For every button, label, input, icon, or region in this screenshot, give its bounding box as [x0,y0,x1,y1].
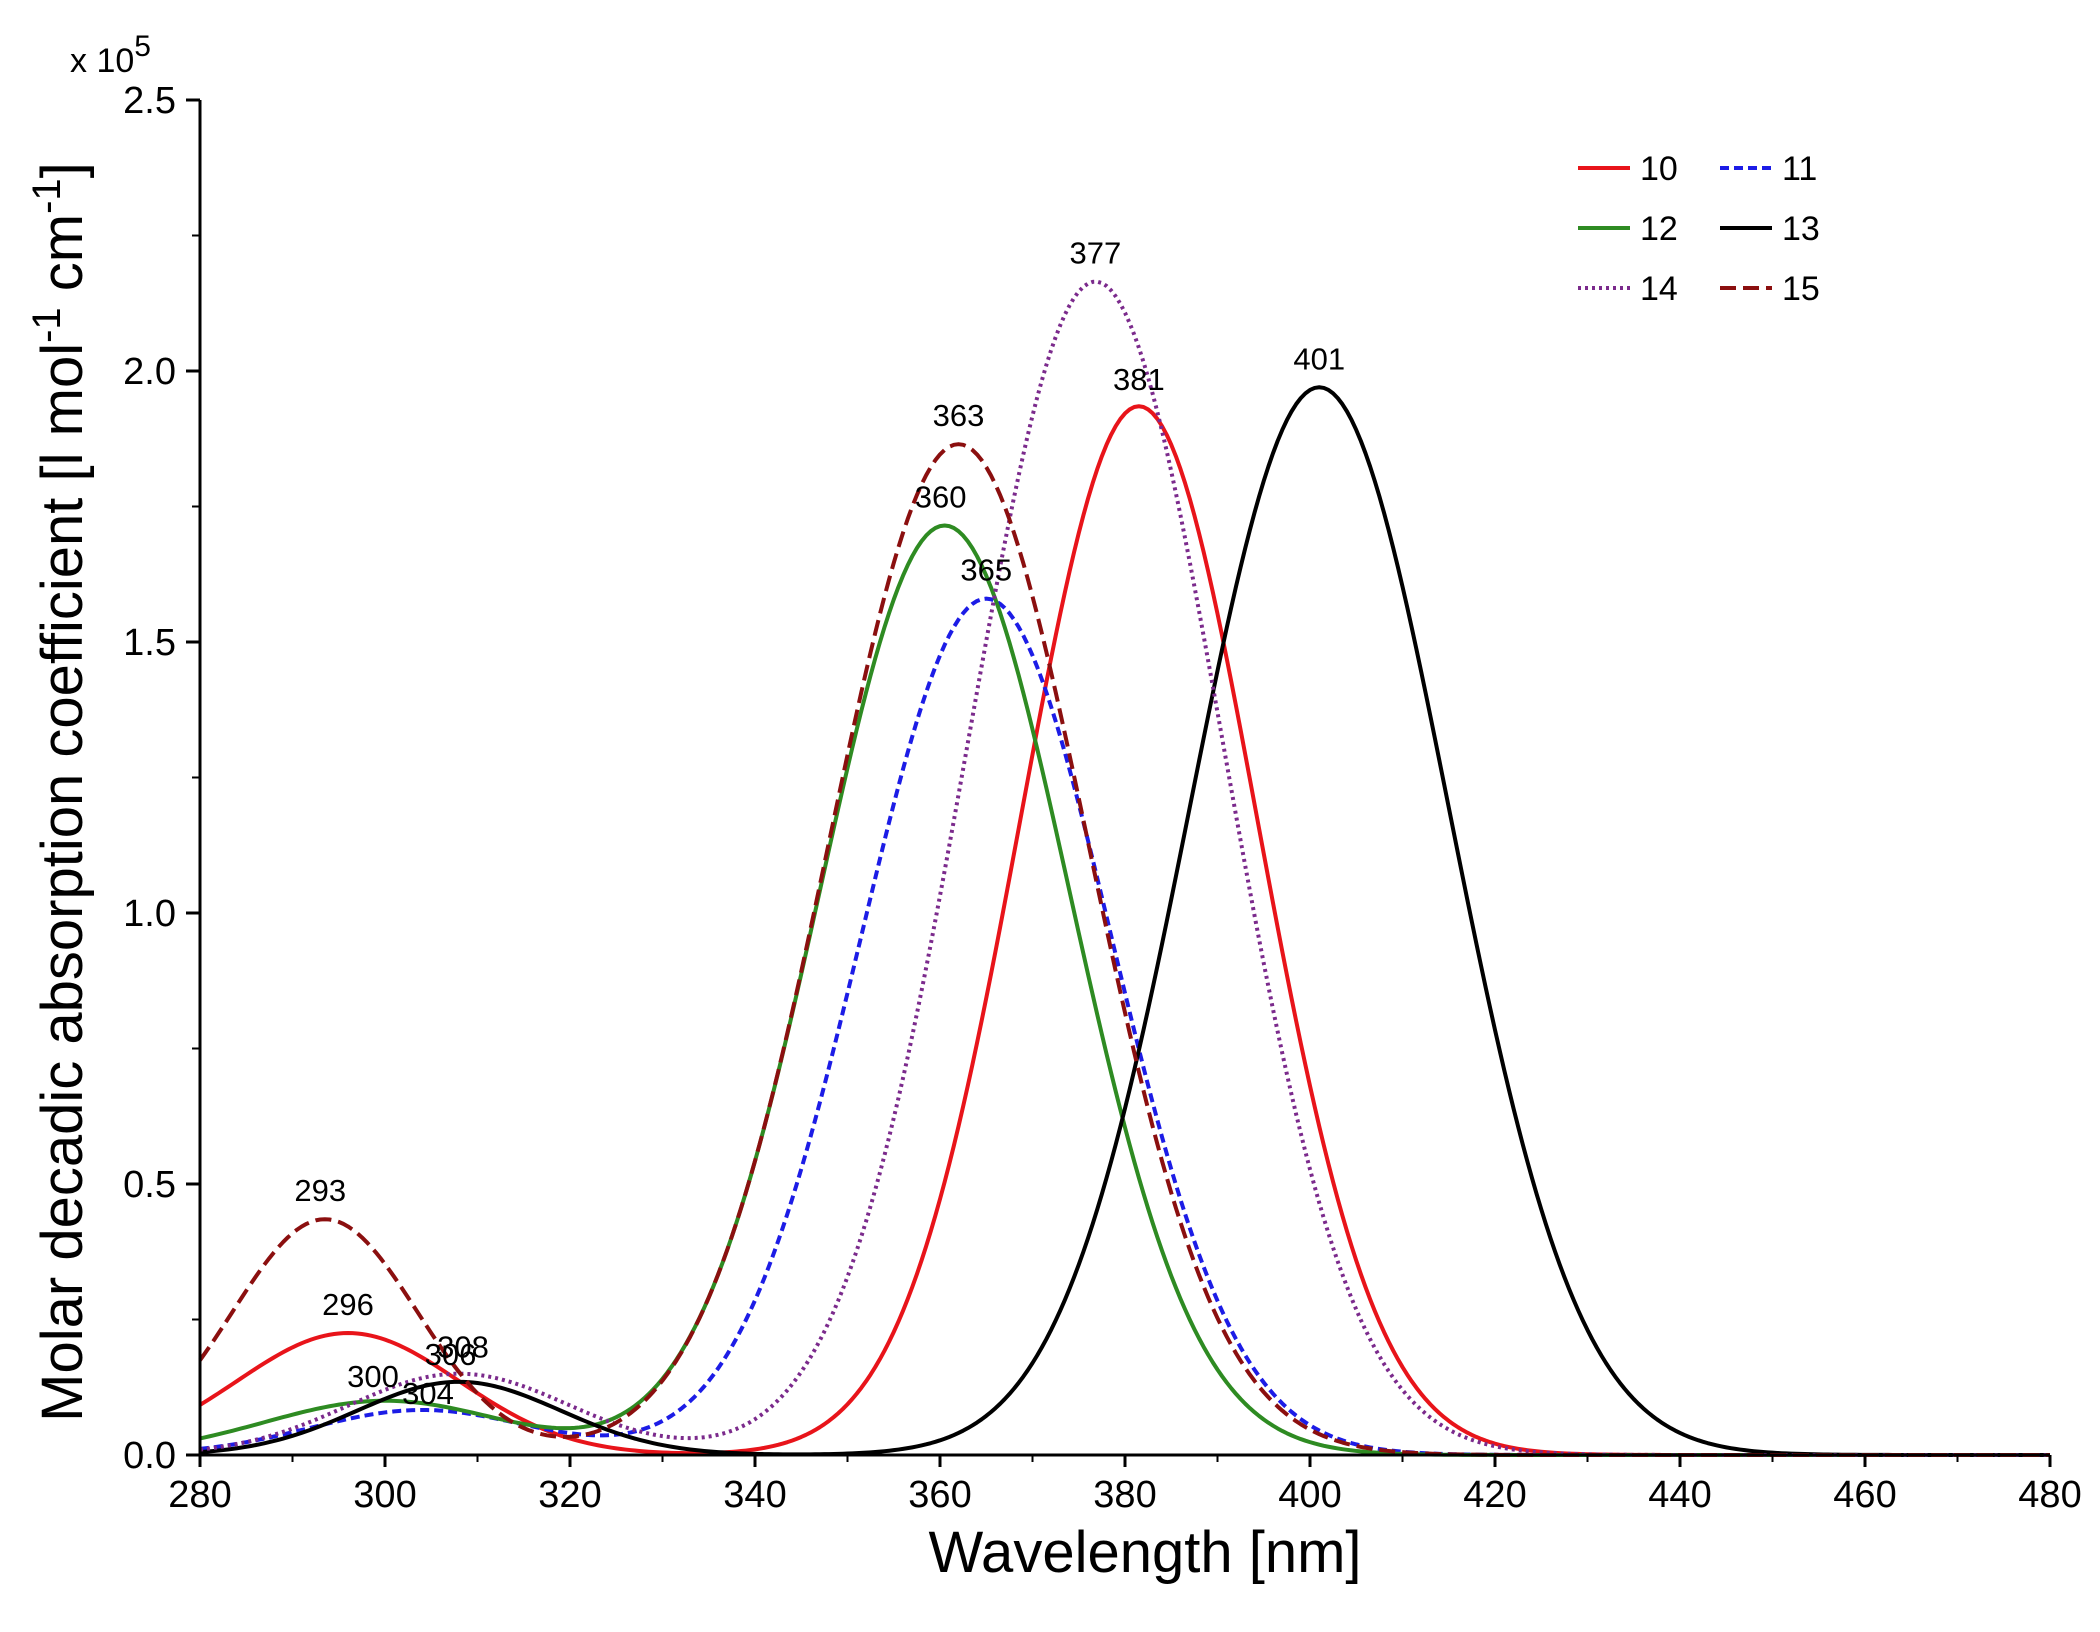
series-line-14 [199,279,2050,1457]
x-tick-label: 340 [723,1474,786,1516]
legend-label-12: 12 [1640,210,1678,248]
legend-label-15: 15 [1782,270,1820,308]
y-tick-label: 2.5 [123,80,176,122]
series-line-15 [198,442,2050,1457]
x-tick-label: 420 [1463,1474,1526,1516]
x-tick-label: 380 [1093,1474,1156,1516]
y-tick-label: 1.5 [123,622,176,664]
x-tick-label: 460 [1833,1474,1896,1516]
series-line-10 [198,404,2050,1457]
y-tick-label: 0.5 [123,1164,176,1206]
x-tick-label: 360 [908,1474,971,1516]
y-axis-title-sup-2: -1 [25,178,69,214]
y-axis-title-sup-1: -1 [25,307,69,343]
peak-label-300: 300 [347,1359,399,1394]
x-tick-label: 400 [1278,1474,1341,1516]
y-axis-title: Molar decadic absorption coefficient [l … [25,162,95,1422]
x-axis-title: Wavelength [nm] [928,1520,1361,1585]
legend-label-14: 14 [1640,270,1678,308]
peak-label-308: 308 [437,1330,489,1365]
y-tick-label: 1.0 [123,893,176,935]
x-tick-label: 440 [1648,1474,1711,1516]
peak-label-304: 304 [402,1376,454,1411]
peak-label-293: 293 [294,1173,346,1208]
x-tick-label: 480 [2018,1474,2081,1516]
legend-label-11: 11 [1782,150,1817,188]
series-line-11 [199,596,2050,1457]
legend-label-10: 10 [1640,150,1678,188]
peak-label-363: 363 [933,398,985,433]
peak-label-365: 365 [960,553,1012,588]
legend-label-13: 13 [1782,210,1820,248]
series-line-13 [199,385,2050,1457]
y-tick-label: 0.0 [123,1435,176,1477]
peak-label-381: 381 [1113,362,1165,397]
axes-layer: 280 300 320 340 360 380 400 420 440 460 480 0.0 0.5 1… [123,80,2082,1516]
x-tick-label: 280 [168,1474,231,1516]
y-tick-label: 2.0 [123,351,176,393]
x-tick-label: 300 [353,1474,416,1516]
peak-label-360: 360 [915,479,967,514]
y-axis-multiplier-exp: 5 [134,30,151,63]
x-tick-label: 320 [538,1474,601,1516]
peak-label-401: 401 [1293,341,1345,376]
peak-label-377: 377 [1070,236,1122,271]
peak-label-306: 306 [425,1337,477,1372]
series-layer [198,279,2050,1457]
y-axis-multiplier: x 105 [70,30,151,80]
peak-label-296: 296 [322,1287,374,1322]
legend: 10 11 12 13 14 15 [1578,150,1820,308]
